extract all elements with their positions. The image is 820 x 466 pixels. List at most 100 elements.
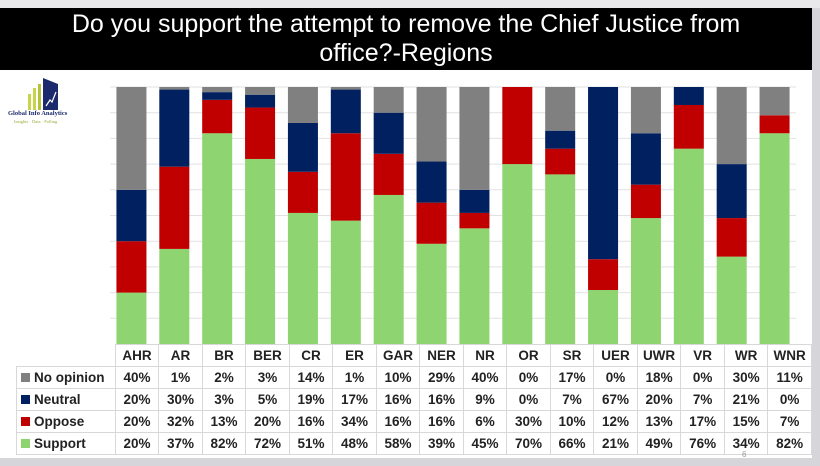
- bar-no-opinion-wnr: [759, 87, 790, 116]
- data-label: 82%: [201, 432, 247, 455]
- legend-swatch-icon: [21, 395, 30, 404]
- data-label: 16%: [419, 388, 464, 411]
- bar-support-uer: [588, 290, 619, 344]
- bar-neutral-br: [202, 92, 233, 100]
- legend-swatch-icon: [21, 417, 30, 426]
- chart-title: Do you support the attempt to remove the…: [0, 8, 812, 70]
- data-label: 70%: [506, 432, 551, 455]
- bar-oppose-uer: [588, 259, 619, 291]
- bar-neutral-uer: [588, 87, 619, 260]
- data-label: 20%: [114, 432, 160, 455]
- bar-oppose-or: [502, 87, 533, 165]
- bar-neutral-ber: [245, 94, 276, 108]
- data-label: 10%: [375, 366, 421, 389]
- data-label: 13%: [636, 410, 682, 433]
- bar-no-opinion-wr: [716, 87, 747, 165]
- bar-no-opinion-ner: [416, 87, 447, 162]
- title-line-2: office?-Regions: [319, 39, 493, 67]
- bar-oppose-ber: [245, 107, 276, 159]
- data-label: 20%: [114, 388, 160, 411]
- bar-no-opinion-cr: [287, 87, 318, 123]
- data-label: 0%: [593, 366, 638, 389]
- bar-no-opinion-ahr: [116, 87, 147, 190]
- bar-support-wnr: [759, 133, 790, 344]
- category-label: SR: [549, 344, 595, 367]
- logo-name: Global Info Analytics: [8, 110, 68, 117]
- category-label: NR: [462, 344, 508, 367]
- slide-number: 6: [742, 450, 747, 459]
- bar-no-opinion-ar: [159, 87, 190, 90]
- bar-no-opinion-uwr: [630, 87, 661, 134]
- bar-support-br: [202, 133, 233, 344]
- bar-support-vr: [673, 148, 704, 344]
- data-label: 15%: [723, 410, 769, 433]
- bar-oppose-gar: [373, 153, 404, 195]
- legend-label: No opinion: [34, 370, 105, 385]
- data-label: 34%: [332, 410, 377, 433]
- category-label: UWR: [636, 344, 682, 367]
- table-row-support: Support 20% 37% 82% 72% 51% 48% 58% 39% 45% 70% 66%…: [16, 432, 812, 455]
- table-row-no-opinion: No opinion 40% 1% 2% 3% 14% 1% 10% 29% 40% 0% 17% 0%…: [16, 366, 812, 389]
- legend-label: Support: [34, 436, 86, 451]
- bar-no-opinion-nr: [459, 87, 490, 190]
- logo-tagline: Insights · Data · Polling: [14, 119, 58, 124]
- data-label: 0%: [506, 366, 551, 389]
- data-label: 12%: [593, 410, 638, 433]
- data-label: 45%: [462, 432, 508, 455]
- bar-support-uwr: [630, 218, 661, 344]
- data-label: 5%: [245, 388, 290, 411]
- data-label: 30%: [723, 366, 769, 389]
- data-label: 1%: [332, 366, 377, 389]
- data-label: 0%: [767, 388, 812, 411]
- bar-no-opinion-br: [202, 87, 233, 93]
- bar-support-or: [502, 164, 533, 344]
- data-label: 67%: [593, 388, 638, 411]
- bar-support-gar: [373, 194, 404, 344]
- data-label: 39%: [419, 432, 464, 455]
- data-label: 21%: [593, 432, 638, 455]
- data-label: 48%: [332, 432, 377, 455]
- bar-oppose-ner: [416, 202, 447, 244]
- data-label: 58%: [375, 432, 421, 455]
- category-label: WR: [723, 344, 769, 367]
- logo-icon: [28, 78, 58, 110]
- bar-oppose-nr: [459, 212, 490, 229]
- data-label: 16%: [375, 410, 421, 433]
- legend-label: Oppose: [34, 414, 85, 429]
- data-label: 72%: [245, 432, 290, 455]
- bar-neutral-ar: [159, 89, 190, 167]
- bar-oppose-uwr: [630, 184, 661, 219]
- bar-oppose-sr: [545, 148, 576, 175]
- data-label: 7%: [767, 410, 812, 433]
- data-label: 3%: [201, 388, 247, 411]
- data-label: 18%: [636, 366, 682, 389]
- bar-no-opinion-ber: [245, 87, 276, 95]
- bar-neutral-cr: [287, 122, 318, 172]
- bar-no-opinion-sr: [545, 87, 576, 131]
- table-row-oppose: Oppose 20% 32% 13% 20% 16% 34% 16% 16% 6% 30% 10% 12…: [16, 410, 812, 433]
- data-label: 20%: [114, 410, 160, 433]
- bar-oppose-vr: [673, 104, 704, 149]
- table-row-neutral: Neutral 20% 30% 3% 5% 19% 17% 16% 16% 9% 0% 7% 67% 20…: [16, 388, 812, 411]
- data-label: 32%: [158, 410, 203, 433]
- bar-support-ar: [159, 248, 190, 344]
- bar-no-opinion-er: [330, 87, 361, 90]
- bar-neutral-er: [330, 89, 361, 134]
- bar-support-cr: [287, 212, 318, 344]
- legend-label: Neutral: [34, 392, 81, 407]
- data-table: AHR AR BR BER CR ER GAR NER NR OR SR UER UWR VR WR WNR …: [16, 344, 812, 455]
- bar-neutral-ner: [416, 161, 447, 203]
- bar-neutral-gar: [373, 112, 404, 154]
- bar-support-er: [330, 220, 361, 344]
- bar-oppose-wnr: [759, 115, 790, 134]
- data-label: 9%: [462, 388, 508, 411]
- bar-support-ahr: [116, 292, 147, 344]
- data-label: 30%: [506, 410, 551, 433]
- bar-oppose-cr: [287, 171, 318, 213]
- bar-oppose-wr: [716, 218, 747, 257]
- legend-swatch-icon: [21, 439, 30, 448]
- bar-oppose-er: [330, 133, 361, 221]
- bar-neutral-nr: [459, 189, 490, 213]
- legend-swatch-icon: [21, 373, 30, 382]
